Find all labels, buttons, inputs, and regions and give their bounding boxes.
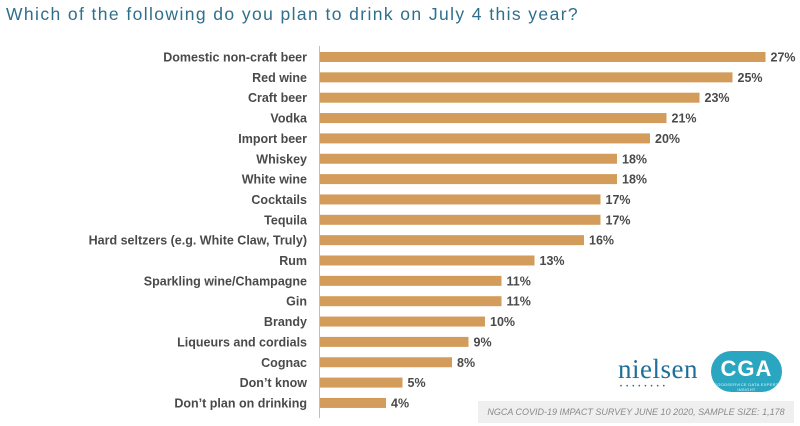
value-label-red-wine: 25% [738,71,763,85]
bar-liqueurs-and-cordials [320,336,469,347]
category-label-craft-beer: Craft beer [248,91,307,105]
value-label-craft-beer: 23% [705,91,730,105]
bar-red-wine [320,72,733,83]
category-label-domestic-non-craft-beer: Domestic non-craft beer [163,51,307,65]
category-label-tequila: Tequila [264,213,308,227]
bar-gin [320,296,502,307]
category-label-cognac: Cognac [261,356,307,370]
bar-white-wine [320,174,617,185]
bar-whiskey [320,153,617,164]
value-label-import-beer: 20% [655,132,680,146]
bar-import-beer [320,133,650,144]
bar-domestic-non-craft-beer [320,52,766,62]
value-label-tequila: 17% [606,213,631,227]
bar-tequila [320,214,601,225]
category-label-gin: Gin [286,295,307,309]
category-label-liqueurs-and-cordials: Liqueurs and cordials [177,335,307,349]
category-label-sparkling-wine-champagne: Sparkling wine/Champagne [144,274,307,288]
cga-logo-tagline: FOODSERVICE DATA EXPERT INSIGHT [714,382,779,392]
value-label-don-t-plan-on-drinking: 4% [391,396,409,410]
bar-sparkling-wine-champagne [320,275,502,286]
value-label-don-t-know: 5% [408,376,426,390]
value-label-rum: 13% [540,254,565,268]
category-label-white-wine: White wine [242,173,307,187]
value-label-whiskey: 18% [622,152,647,166]
value-label-domestic-non-craft-beer: 27% [771,51,796,65]
category-label-red-wine: Red wine [252,71,307,85]
bar-hard-seltzers-e-g-white-claw-truly [320,235,584,246]
category-label-don-t-know: Don’t know [240,376,308,390]
category-label-cocktails: Cocktails [251,193,307,207]
value-label-cognac: 8% [457,356,475,370]
bar-cognac [320,357,452,368]
category-label-vodka: Vodka [270,112,308,126]
logos: nielsen •••••••• CGA FOODSERVICE DATA EX… [618,348,788,394]
nielsen-logo-dots: •••••••• [620,384,669,390]
bar-don-t-know [320,377,403,388]
cga-logo-text: CGA [720,356,773,381]
bar-don-t-plan-on-drinking [320,397,386,408]
category-label-brandy: Brandy [264,315,307,329]
value-label-vodka: 21% [672,112,697,126]
bar-craft-beer [320,92,700,103]
category-label-import-beer: Import beer [238,132,307,146]
bar-cocktails [320,194,601,205]
value-label-cocktails: 17% [606,193,631,207]
category-label-rum: Rum [279,254,307,268]
nielsen-logo: nielsen [618,354,698,384]
category-label-hard-seltzers-e-g-white-claw-truly: Hard seltzers (e.g. White Claw, Truly) [89,234,307,248]
bar-brandy [320,316,485,327]
value-label-brandy: 10% [490,315,515,329]
chart-title: Which of the following do you plan to dr… [6,4,580,24]
value-label-sparkling-wine-champagne: 11% [507,274,531,288]
value-label-hard-seltzers-e-g-white-claw-truly: 16% [589,234,614,248]
value-label-white-wine: 18% [622,173,647,187]
category-label-whiskey: Whiskey [256,152,307,166]
value-label-gin: 11% [507,295,531,309]
cga-logo: CGA FOODSERVICE DATA EXPERT INSIGHT [711,351,782,392]
bar-vodka [320,113,667,124]
value-label-liqueurs-and-cordials: 9% [474,335,492,349]
source-footnote: NGCA COVID-19 IMPACT SURVEY JUNE 10 2020… [478,401,794,423]
category-label-don-t-plan-on-drinking: Don’t plan on drinking [174,396,307,410]
bar-rum [320,255,535,266]
